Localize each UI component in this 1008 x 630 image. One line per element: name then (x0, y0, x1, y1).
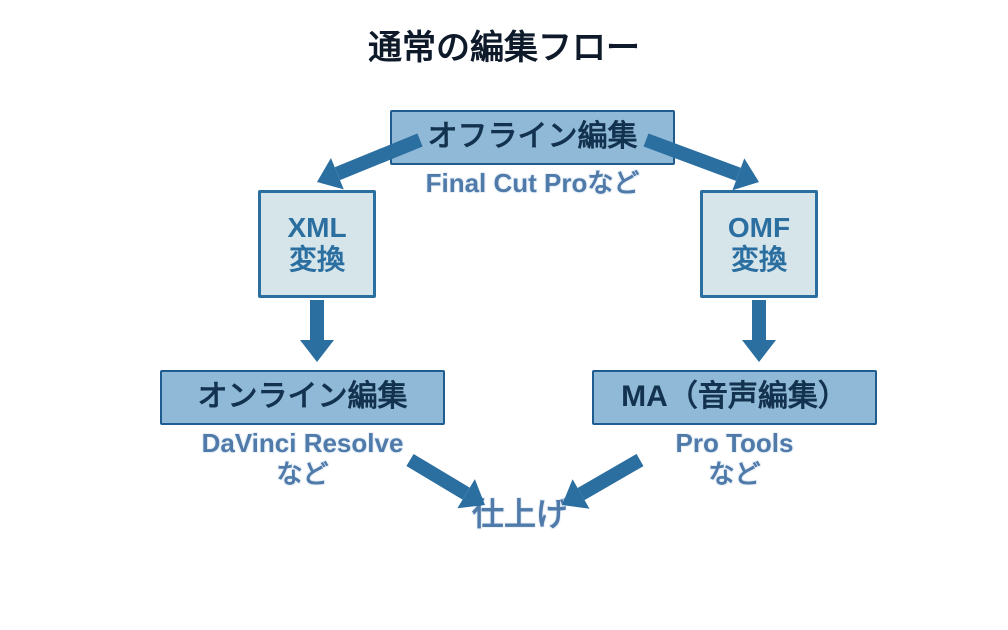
flow-arrows (0, 0, 1008, 630)
node-xml-convert: XML 変換 (258, 190, 376, 298)
node-online-label: オンライン編集 (198, 380, 408, 415)
diagram-stage: 通常の編集フロー オフライン編集 XML 変換 OMF 変換 オンライン編集 M… (0, 0, 1008, 630)
arrow-head-offline-to-omf (732, 158, 759, 190)
caption-online-sub: DaVinci Resolve など (160, 428, 445, 490)
node-offline-edit: オフライン編集 (390, 110, 675, 165)
caption-finish: 仕上げ (430, 495, 610, 533)
arrow-head-xml-to-online (300, 340, 334, 362)
caption-ma-sub: Pro Tools など (592, 428, 877, 490)
node-ma-label: MA（音声編集） (621, 380, 848, 415)
node-omf-label: OMF 変換 (728, 212, 790, 276)
diagram-title: 通常の編集フロー (0, 20, 1008, 69)
node-ma-audio-edit: MA（音声編集） (592, 370, 877, 425)
arrow-head-offline-to-xml (317, 158, 344, 189)
node-offline-label: オフライン編集 (428, 120, 638, 155)
node-xml-label: XML 変換 (287, 212, 346, 276)
node-online-edit: オンライン編集 (160, 370, 445, 425)
arrow-head-omf-to-ma (742, 340, 776, 362)
node-omf-convert: OMF 変換 (700, 190, 818, 298)
caption-offline-sub: Final Cut Proなど (390, 168, 675, 199)
